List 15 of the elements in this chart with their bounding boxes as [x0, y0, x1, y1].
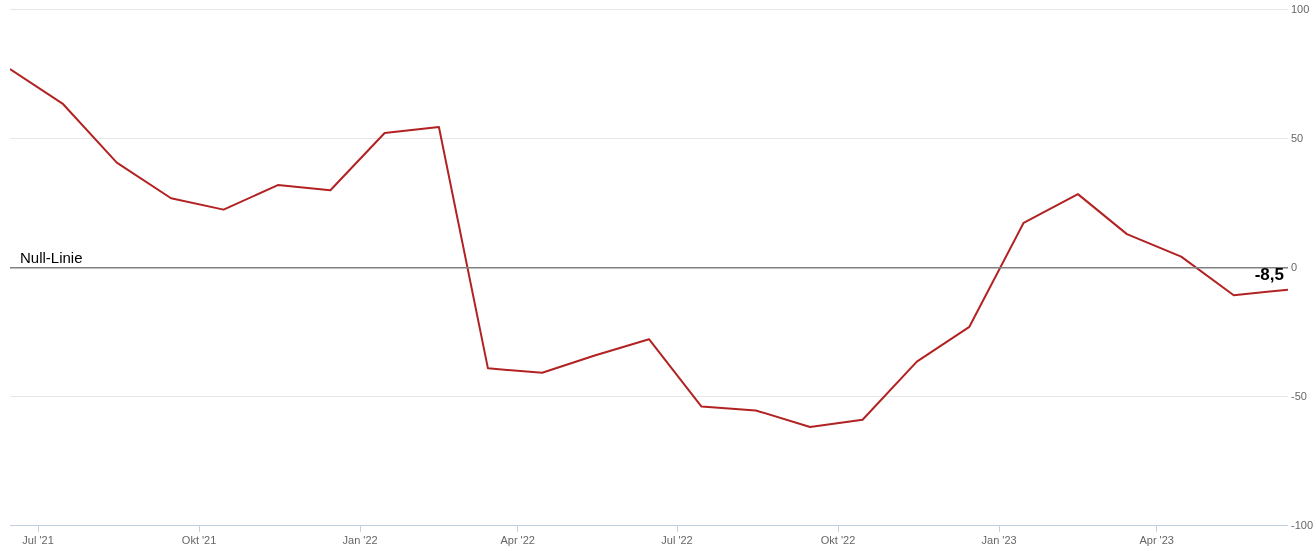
x-tick-label: Jan '22 [342, 534, 378, 547]
ref-line-label: Null-Linie [20, 249, 83, 267]
x-tick-label: Okt '22 [820, 534, 856, 547]
y-tick-label: 100 [1290, 2, 1310, 15]
y-tick-label: 50 [1290, 131, 1304, 144]
x-tick-label: Jul '22 [661, 534, 693, 547]
y-tick-label: 0 [1290, 260, 1298, 273]
x-tick-label: Apr '23 [1139, 534, 1174, 547]
x-tick-label: Jul '21 [22, 534, 54, 547]
data-label: -8,5 [1254, 264, 1284, 284]
y-tick-label: -100 [1290, 518, 1314, 531]
x-tick-label: Jan '23 [981, 534, 1017, 547]
x-tick-label: Okt '21 [181, 534, 217, 547]
y-tick-label: -50 [1290, 389, 1307, 402]
x-tick-label: Apr '22 [500, 534, 535, 547]
